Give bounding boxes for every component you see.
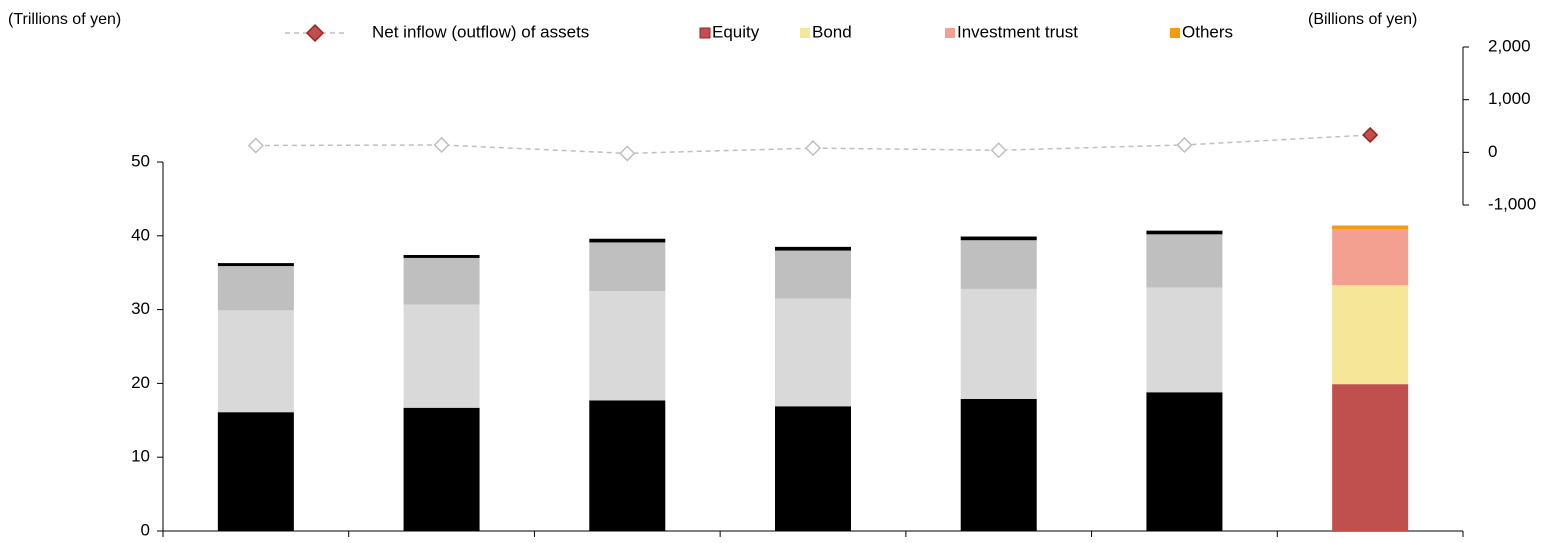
- bar-segment: [1332, 229, 1409, 286]
- line-marker: [1362, 126, 1379, 144]
- bar-segment: [1146, 234, 1223, 288]
- bar-segment: [403, 254, 480, 258]
- y2-tick-label: 2,000: [1488, 36, 1531, 55]
- bar-segment: [217, 412, 294, 531]
- bar-segment: [589, 242, 666, 292]
- bar-segment: [403, 304, 480, 408]
- bar-segment: [960, 236, 1037, 241]
- line-marker: [619, 145, 636, 162]
- y2-axis-label: (Billions of yen): [1308, 11, 1417, 28]
- y-tick-label: 40: [131, 225, 150, 244]
- bar-segment: [589, 238, 666, 243]
- line-marker: [433, 136, 450, 154]
- line-marker: [990, 142, 1007, 159]
- legend-label: Investment trust: [957, 22, 1078, 41]
- bar-segment: [1332, 225, 1409, 230]
- y2-tick-label: 1,000: [1488, 89, 1531, 108]
- bar-segment: [1146, 392, 1223, 531]
- bar-segment: [589, 400, 666, 531]
- line-marker: [247, 137, 264, 154]
- y-tick-label: 20: [131, 373, 150, 392]
- bar-segment: [1332, 384, 1409, 531]
- legend-label: Net inflow (outflow) of assets: [372, 22, 589, 41]
- bar-segment: [775, 298, 851, 407]
- y-tick-label: 50: [131, 151, 150, 170]
- bar-segment: [775, 406, 851, 531]
- bar-segment: [775, 246, 851, 251]
- bar-segment: [589, 291, 666, 401]
- bar-segment: [217, 310, 294, 413]
- legend-swatch: [945, 28, 955, 38]
- y-tick-label: 10: [131, 447, 150, 466]
- bar-segment: [403, 407, 480, 531]
- bar-segment: [960, 398, 1037, 531]
- bar-segment: [217, 263, 294, 267]
- y-tick-label: 30: [131, 299, 150, 318]
- bar-segment: [403, 257, 480, 305]
- bar-segment: [775, 250, 851, 299]
- legend-swatch: [699, 27, 711, 39]
- line-marker: [1176, 136, 1193, 154]
- line-marker: [804, 140, 822, 157]
- bar-segment: [217, 266, 294, 311]
- bar-segment: [1146, 287, 1223, 393]
- bar-segment: [1146, 230, 1223, 235]
- legend-label: Equity: [712, 22, 760, 41]
- legend-label: Bond: [812, 22, 852, 41]
- legend-marker: [305, 23, 325, 43]
- bar-segment: [960, 240, 1037, 289]
- y-axis-label: (Trillions of yen): [8, 11, 121, 28]
- legend-label: Others: [1182, 22, 1233, 41]
- bar-segment: [1332, 285, 1409, 385]
- y2-tick-label: 0: [1488, 142, 1497, 161]
- bar-segment: [960, 288, 1037, 399]
- legend-swatch: [1170, 28, 1180, 38]
- y2-tick-label: -1,000: [1488, 194, 1536, 213]
- y-tick-label: 0: [141, 520, 150, 538]
- legend-swatch: [800, 28, 810, 38]
